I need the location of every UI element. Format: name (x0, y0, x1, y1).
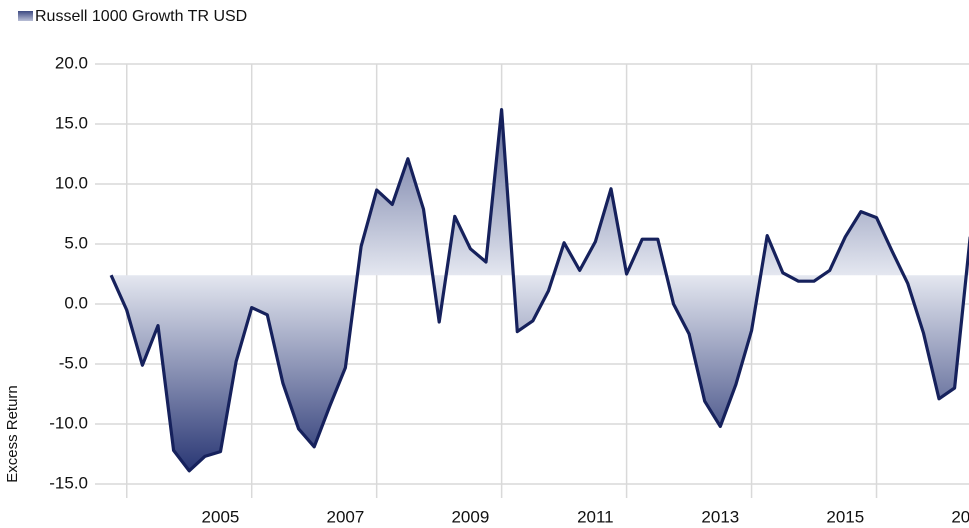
legend-label: Russell 1000 Growth TR USD (35, 8, 247, 25)
y-tick-label: 10.0 (55, 173, 88, 192)
x-tick-label: 2017 (951, 507, 969, 526)
y-tick-label: 0.0 (64, 293, 88, 312)
y-tick-label: 15.0 (55, 113, 88, 132)
y-tick-label: 5.0 (64, 233, 88, 252)
legend-swatch (18, 11, 33, 21)
x-tick-label: 2005 (202, 507, 240, 526)
y-tick-label: -10.0 (49, 413, 88, 432)
y-axis-label: Excess Return (4, 385, 21, 483)
plot (109, 108, 969, 473)
y-tick-label: -5.0 (59, 353, 88, 372)
area (111, 109, 969, 471)
x-tick-label: 2015 (826, 507, 864, 526)
y-tick-label: 20.0 (55, 53, 88, 72)
x-tick-label: 2013 (701, 507, 739, 526)
line (109, 108, 969, 473)
x-tick-label: 2007 (327, 507, 365, 526)
y-tick-label: -15.0 (49, 473, 88, 492)
x-tick-label: 2011 (577, 507, 614, 526)
x-tick-label: 2009 (451, 507, 489, 526)
